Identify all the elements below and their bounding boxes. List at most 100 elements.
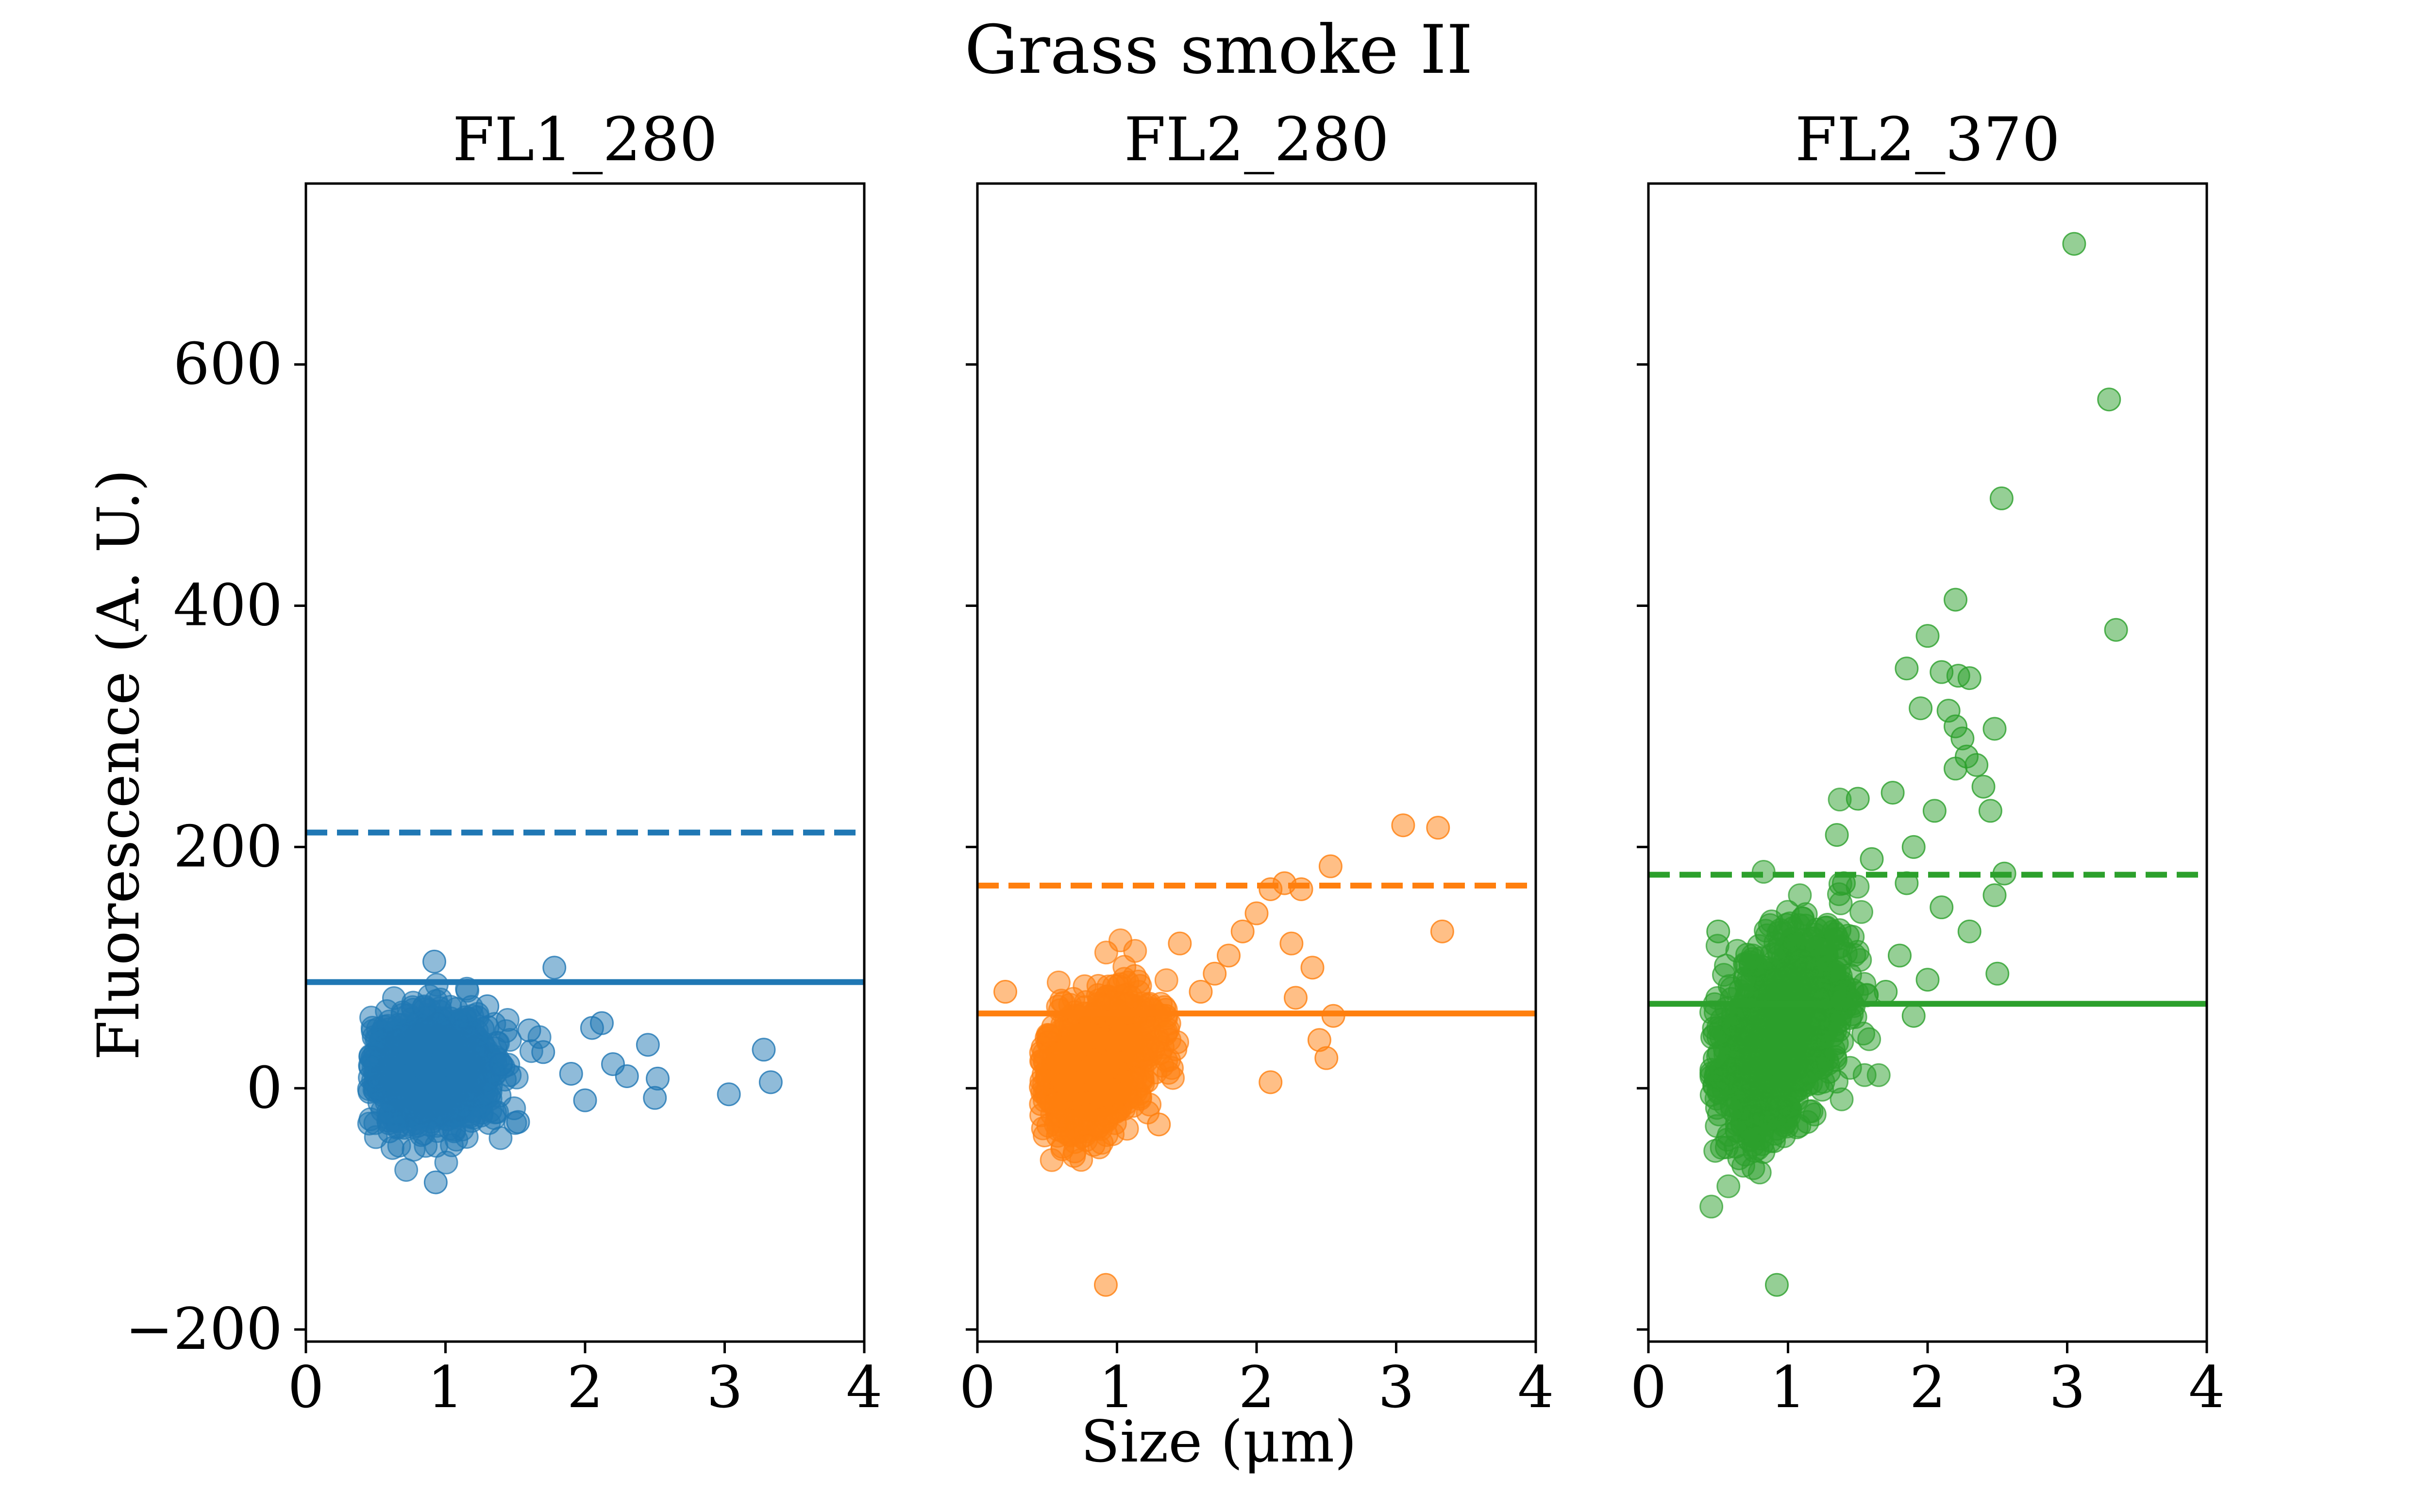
scatter-point — [1922, 799, 1947, 823]
scatter-point — [1787, 913, 1811, 937]
scatter-point — [531, 1040, 555, 1064]
scatter-point — [1733, 967, 1757, 991]
scatter-point — [394, 1158, 419, 1182]
x-tick-label: 0 — [1630, 1354, 1666, 1421]
scatter-point — [1982, 717, 2007, 741]
scatter-point — [1832, 979, 1857, 1003]
scatter-point — [615, 1064, 639, 1088]
scatter-point — [1259, 877, 1283, 901]
scatter-point — [1318, 854, 1343, 878]
scatter-point — [475, 994, 500, 1018]
x-tick-label: 1 — [427, 1354, 464, 1421]
scatter-point — [1822, 1008, 1846, 1032]
y-tick-label: 600 — [173, 331, 283, 398]
scatter-point — [1901, 835, 1926, 859]
scatter-point — [1244, 901, 1269, 925]
x-tick-label: 4 — [2188, 1354, 2225, 1421]
scatter-point — [1289, 877, 1313, 901]
scatter-point — [1758, 1129, 1782, 1153]
scatter-point — [1843, 1005, 1867, 1029]
scatter-point — [1848, 948, 1872, 972]
x-tick-label: 3 — [706, 1354, 743, 1421]
scatter-point — [495, 1008, 520, 1032]
panel-2: FL2_280 0 1 2 3 4 — [959, 105, 1554, 1421]
scatter-point — [1391, 813, 1415, 838]
scatter-point — [1063, 1139, 1087, 1163]
scatter-point — [2062, 232, 2086, 256]
scatter-point — [1765, 1273, 1789, 1297]
scatter-point — [382, 986, 406, 1010]
figure-title: Grass smoke II — [965, 11, 1473, 89]
scatter-point — [1811, 988, 1835, 1012]
x-tick-label: 3 — [1378, 1354, 1414, 1421]
scatter-point — [1846, 787, 1870, 811]
scatter-point — [413, 1019, 437, 1043]
x-tick-label: 2 — [1238, 1354, 1275, 1421]
x-tick-label: 2 — [1909, 1354, 1946, 1421]
scatter-point — [752, 1038, 776, 1062]
scatter-point — [1915, 624, 1940, 648]
scatter-point — [1094, 1273, 1118, 1297]
scatter-point — [590, 1011, 614, 1035]
scatter-point — [1426, 816, 1450, 840]
scatter-point — [1150, 1054, 1175, 1078]
scatter-point — [1230, 919, 1255, 943]
scatter-point — [1788, 883, 1812, 907]
scatter-point — [1040, 1148, 1064, 1172]
scatter-point — [1785, 1115, 1809, 1140]
scatter-point — [1751, 860, 1776, 884]
scatter-point — [636, 1033, 660, 1057]
scatter-point — [1989, 486, 2014, 510]
scatter-point — [1716, 1174, 1741, 1198]
scatter-point — [1703, 1139, 1728, 1163]
scatter-point — [1043, 1092, 1068, 1116]
panel-marks — [977, 813, 1536, 1297]
scatter-point — [1985, 961, 2010, 986]
scatter-point — [1279, 931, 1304, 956]
scatter-point — [1857, 1027, 1881, 1051]
scatter-point — [1915, 968, 1940, 992]
scatter-point — [1189, 980, 1213, 1004]
x-tick-label: 1 — [1770, 1354, 1806, 1421]
panel-marks — [306, 829, 864, 1194]
scatter-point — [1168, 931, 1192, 956]
scatter-point — [489, 1052, 513, 1076]
scatter-point — [1957, 666, 1981, 690]
scatter-point — [1154, 968, 1178, 992]
x-tick-label: 0 — [287, 1354, 324, 1421]
scatter-point — [1123, 939, 1147, 963]
scatter-point — [1971, 774, 1996, 799]
panel-marks — [1648, 232, 2207, 1297]
scatter-point — [380, 1136, 404, 1160]
scatter-point — [2097, 387, 2121, 412]
scatter-point — [377, 1111, 401, 1135]
scatter-point — [1825, 823, 1849, 847]
y-tick-label: 400 — [173, 572, 283, 639]
scatter-point — [643, 1086, 667, 1110]
scatter-point — [1957, 919, 1981, 943]
scatter-point — [369, 1066, 394, 1090]
scatter-point — [1776, 1012, 1800, 1037]
scatter-point — [1978, 799, 2002, 823]
x-axis-label: Size (μm) — [1081, 1408, 1357, 1475]
scatter-point — [1860, 847, 1884, 871]
scatter-point — [440, 1133, 464, 1158]
scatter-point — [993, 980, 1017, 1004]
scatter-point — [1045, 1050, 1069, 1074]
scatter-point — [1901, 1004, 1926, 1028]
scatter-point — [1136, 1034, 1160, 1058]
scatter-point — [573, 1088, 597, 1112]
scatter-point — [397, 1097, 421, 1121]
scatter-point — [1849, 900, 1874, 924]
scatter-point — [758, 1070, 783, 1094]
scatter-point — [1203, 961, 1227, 986]
scatter-point — [1082, 1113, 1107, 1137]
scatter-point — [1085, 1071, 1109, 1095]
scatter-point — [542, 956, 567, 980]
scatter-point — [439, 1075, 464, 1100]
scatter-point — [1944, 756, 1967, 781]
scatter-point — [423, 1170, 448, 1194]
scatter-point — [1909, 696, 1933, 721]
y-axis-label: Fluorescence (A. U.) — [85, 469, 152, 1060]
